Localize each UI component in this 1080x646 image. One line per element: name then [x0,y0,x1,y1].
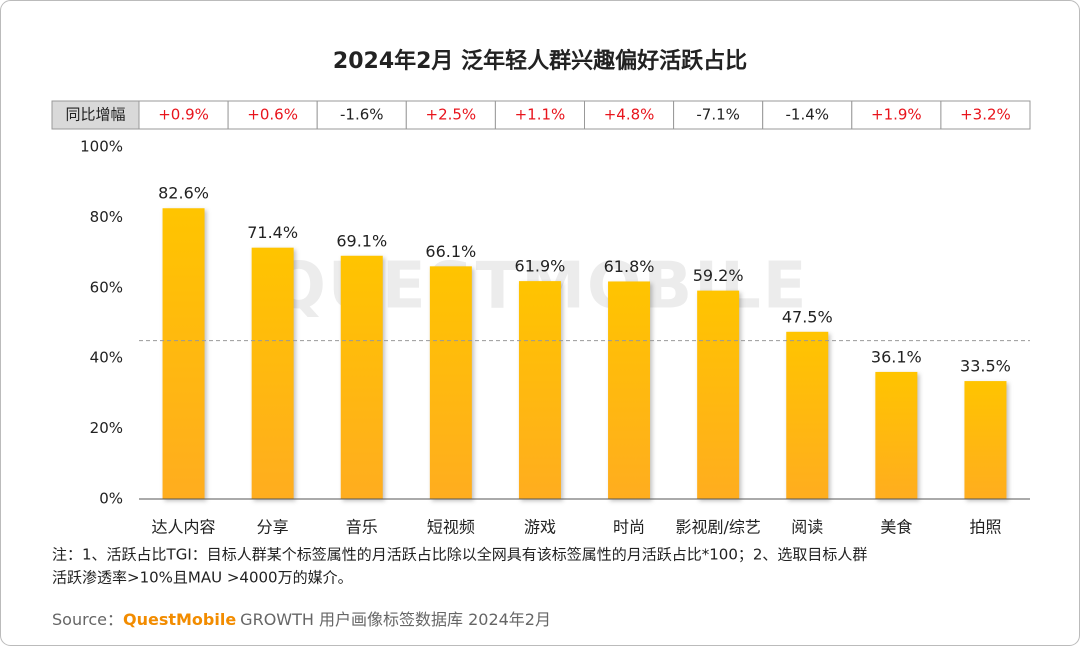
yoy-value: -1.4% [785,106,829,124]
yoy-value: +0.6% [247,106,298,124]
source-brand: QuestMobile [123,610,236,629]
x-tick-label: 影视剧/综艺 [675,518,760,537]
source-prefix: Source： [52,610,123,629]
source: Source：QuestMobile GROWTH 用户画像标签数据库 2024年… [52,610,551,629]
bar [251,247,294,499]
yoy-value: +2.5% [426,106,477,124]
x-tick-label: 短视频 [427,518,475,537]
source-text: GROWTH 用户画像标签数据库 2024年2月 [240,610,551,629]
chart-title: 2024年2月 泛年轻人群兴趣偏好活跃占比 [333,48,747,74]
yoy-value: +4.8% [604,106,655,124]
yoy-cell [762,100,853,130]
yoy-value: -1.6% [340,106,384,124]
yoy-value: -7.1% [696,106,740,124]
data-label: 47.5% [782,307,833,326]
x-tick-label: 分享 [257,518,289,537]
bar [162,208,205,500]
yoy-cell [673,100,764,130]
yoy-cell [940,100,1031,130]
data-label: 59.2% [693,266,744,285]
yoy-cell [851,100,942,130]
yoy-cell [584,100,675,130]
yoy-header: 同比增幅 [65,106,125,124]
yoy-value: +1.1% [515,106,566,124]
yoy-cell [316,100,407,130]
x-tick-label: 时尚 [613,518,645,537]
y-tick-label: 20% [90,419,123,437]
x-tick-label: 达人内容 [152,518,216,537]
yoy-header-cell [51,100,140,130]
data-label: 66.1% [425,242,476,261]
yoy-cell [405,100,496,130]
bar [786,331,829,499]
bar [964,381,1007,499]
bar [875,371,918,499]
data-label: 69.1% [336,231,387,250]
data-label: 82.6% [158,184,209,203]
x-tick-label: 音乐 [346,518,378,537]
x-tick-label: 游戏 [524,518,556,537]
note: 活跃渗透率>10%且MAU >4000万的媒介。 [52,569,353,587]
yoy-value: +0.9% [158,106,209,124]
x-tick-label: 阅读 [791,518,823,537]
bar [608,281,651,499]
note: 注：1、活跃占比TGI：目标人群某个标签属性的月活跃占比除以全网具有该标签属性的… [52,546,867,564]
yoy-value: +1.9% [871,106,922,124]
data-label: 71.4% [247,223,298,242]
data-label: 33.5% [960,357,1011,376]
bar [429,266,472,499]
bar [340,255,383,499]
data-label: 61.8% [604,257,655,276]
data-label: 36.1% [871,347,922,366]
y-tick-label: 100% [80,138,123,156]
y-tick-label: 80% [90,208,123,226]
x-tick-label: 美食 [880,518,912,537]
yoy-value: +3.2% [960,106,1011,124]
data-label: 61.9% [515,257,566,276]
yoy-cell [494,100,585,130]
bar [697,290,740,499]
y-tick-label: 60% [90,278,123,296]
y-tick-label: 0% [99,490,123,508]
x-tick-label: 拍照 [969,518,1001,537]
y-tick-label: 40% [90,349,123,367]
bar [518,281,561,499]
